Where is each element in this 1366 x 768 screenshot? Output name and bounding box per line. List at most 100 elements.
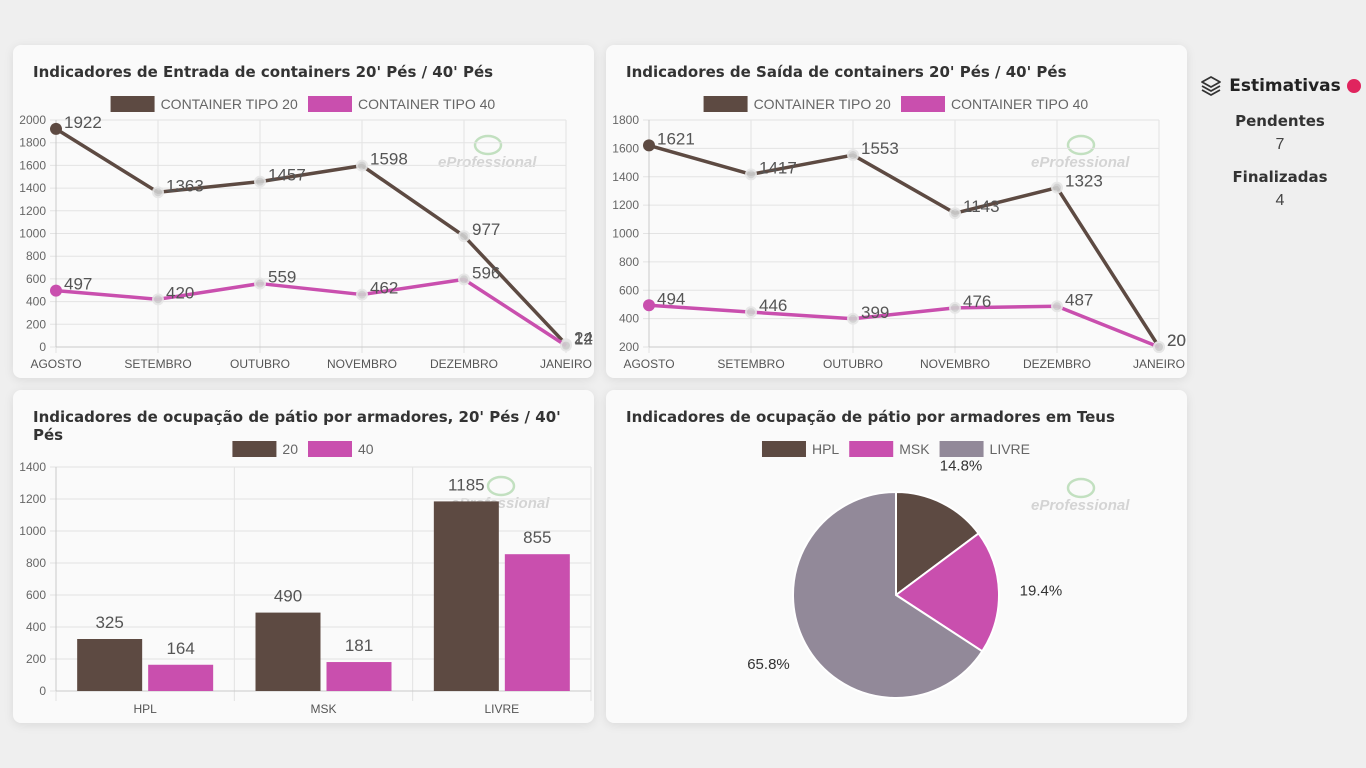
x-tick-label: DEZEMBRO	[1023, 357, 1091, 371]
data-point	[847, 312, 859, 325]
chart-card-ocupacao-pie: Indicadores de ocupação de pátio por arm…	[606, 390, 1187, 723]
bar-20	[77, 639, 143, 691]
data-label: 1143	[963, 197, 1000, 216]
data-label: 494	[657, 289, 685, 308]
pie-label: 65.8%	[747, 656, 790, 673]
legend-swatch-msk	[849, 441, 894, 457]
line-chart-entrada: eProfessional 0 200 400 600 800 1000 1200 1400 16…	[19, 96, 593, 371]
data-point	[356, 159, 368, 172]
data-point	[949, 207, 961, 220]
legend-label: LIVRE	[990, 441, 1030, 457]
watermark-text: eProfessional	[438, 154, 537, 171]
y-tick-label: 200	[619, 340, 639, 354]
data-label: 1363	[166, 176, 204, 195]
data-point	[643, 139, 655, 152]
bar-40	[148, 664, 214, 691]
y-tick-label: 1000	[612, 227, 639, 241]
bar-20	[255, 612, 321, 691]
x-tick-label: JANEIRO	[540, 357, 592, 371]
y-tick-label: 0	[39, 684, 46, 698]
pie-label: 19.4%	[1020, 582, 1063, 599]
finished-label: Finalizadas	[1232, 168, 1328, 186]
data-label: 476	[963, 292, 991, 311]
chart-title: Indicadores de Entrada de containers 20'…	[33, 63, 494, 81]
data-point	[254, 175, 266, 188]
pie-slice-hpl	[895, 490, 980, 597]
y-tick-label: 600	[619, 283, 639, 297]
x-tick-label: OUTUBRO	[230, 357, 290, 371]
data-label: 462	[370, 279, 398, 298]
data-point	[458, 273, 470, 286]
legend-swatch-40	[308, 441, 352, 457]
data-point	[560, 339, 572, 352]
x-tick-label: NOVEMBRO	[327, 357, 397, 371]
pending-label: Pendentes	[1235, 112, 1325, 130]
y-tick-label: 0	[39, 340, 46, 354]
y-tick-label: 1600	[612, 141, 639, 155]
y-tick-label: 800	[26, 249, 46, 263]
y-tick-label: 600	[26, 588, 46, 602]
y-tick-label: 1600	[19, 158, 46, 172]
watermark-logo-icon	[1066, 134, 1096, 156]
data-label: 559	[268, 268, 296, 287]
pie-label: 14.8%	[940, 457, 983, 474]
estimativas-header[interactable]: Estimativas	[1196, 74, 1364, 98]
data-label: 164	[166, 639, 194, 658]
data-label: 1598	[370, 150, 408, 169]
data-point	[745, 168, 757, 181]
series-line	[55, 277, 567, 348]
y-tick-label: 1400	[612, 170, 639, 184]
data-label: 490	[274, 587, 302, 606]
data-label: 596	[472, 263, 500, 282]
line-chart-saida: eProfessional 200 400 600 800 1000 1200 1400 160…	[612, 96, 1186, 371]
data-point	[152, 186, 164, 199]
data-label: 399	[861, 303, 889, 322]
data-point	[152, 293, 164, 306]
data-label: 20	[1167, 331, 1186, 350]
data-point	[458, 230, 470, 243]
legend-label: HPL	[812, 441, 839, 457]
y-tick-label: 800	[619, 255, 639, 269]
data-label: 1457	[268, 166, 306, 185]
data-point	[50, 284, 62, 297]
x-tick-label: NOVEMBRO	[920, 357, 990, 371]
y-tick-label: 1000	[19, 524, 46, 538]
legend-swatch-20	[232, 441, 277, 457]
watermark-logo-icon	[473, 134, 503, 156]
bar-40	[326, 662, 392, 691]
legend-swatch-container-tipo-40	[308, 96, 352, 112]
y-tick-label: 400	[619, 312, 639, 326]
y-tick-label: 1800	[19, 136, 46, 150]
data-point	[1051, 181, 1063, 194]
y-tick-label: 1800	[612, 113, 639, 127]
x-tick-label: SETEMBRO	[717, 357, 784, 371]
bar-20	[433, 501, 499, 691]
chart-card-entrada: Indicadores de Entrada de containers 20'…	[13, 45, 594, 378]
chart-title: Indicadores de ocupação de pátio por arm…	[626, 408, 1115, 426]
pending-value: 7	[1275, 136, 1285, 153]
layers-icon	[1201, 76, 1222, 96]
y-tick-label: 400	[26, 620, 46, 634]
data-label: 1417	[759, 158, 797, 177]
data-label: 977	[472, 220, 500, 239]
legend-swatch-hpl	[761, 441, 806, 457]
data-label: 1185	[448, 475, 485, 494]
legend-label: 40	[358, 441, 374, 457]
legend-swatch-container-tipo-20	[110, 96, 155, 112]
data-label: 1553	[861, 139, 899, 158]
data-label: 855	[523, 528, 551, 547]
x-tick-label: HPL	[133, 702, 157, 716]
data-point	[356, 288, 368, 301]
legend-swatch-container-tipo-20	[703, 96, 748, 112]
pie-slice-livre	[792, 490, 984, 699]
chart-title: Indicadores de Saída de containers 20' P…	[626, 63, 1067, 81]
legend-swatch-container-tipo-40	[901, 96, 945, 112]
estimativas-title: Estimativas	[1229, 76, 1341, 96]
data-label: 446	[759, 296, 787, 315]
data-label: 487	[1065, 290, 1093, 309]
data-point	[1153, 341, 1165, 353]
data-point	[50, 122, 62, 135]
pie-chart-teus: eProfessional HPL MSK LIVRE 14.8% 19.4% 65.8%	[747, 441, 1130, 699]
x-tick-label: SETEMBRO	[124, 357, 191, 371]
y-tick-label: 1000	[19, 227, 46, 241]
